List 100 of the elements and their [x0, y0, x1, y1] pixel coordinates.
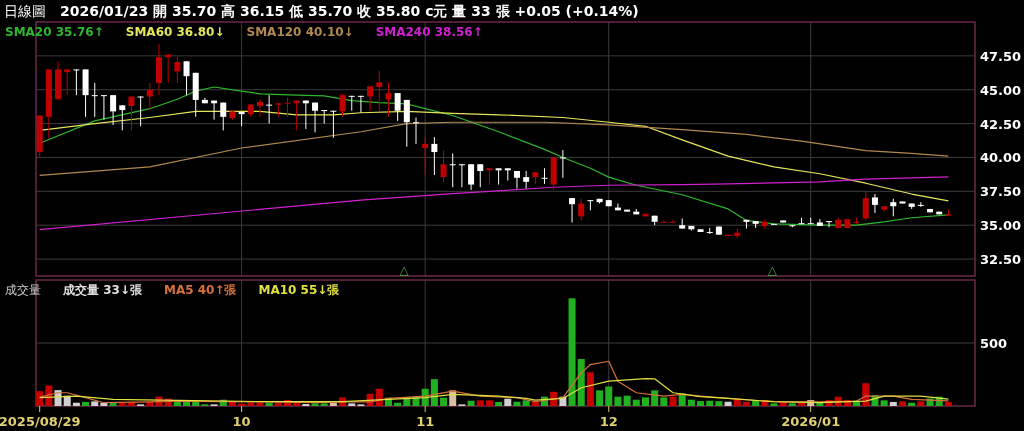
- y-tick-label: 47.50: [980, 48, 1022, 64]
- bar: [944, 401, 952, 406]
- bar: [742, 401, 750, 406]
- candlestick: [422, 136, 429, 176]
- candlestick: [174, 56, 181, 84]
- candlestick: [385, 81, 392, 118]
- text: SMA120 40.10↓: [246, 25, 354, 39]
- candlestick: [91, 82, 98, 118]
- text: SMA60 36.80↓: [125, 25, 225, 39]
- bar: [697, 401, 705, 406]
- candlestick: [128, 96, 135, 131]
- candlestick: [357, 95, 364, 114]
- chart-subtitle: 2026/01/23 開 35.70 高 36.15 低 35.70 收 35.80 c元 量 33 張 +0.05 (+0.14%): [60, 3, 639, 19]
- x-tick-label: 10: [232, 414, 251, 429]
- candlestick: [312, 102, 319, 133]
- bar: [82, 401, 90, 406]
- bar: [917, 401, 925, 406]
- candlestick: [330, 110, 337, 139]
- bar: [586, 372, 594, 406]
- bar: [91, 401, 99, 406]
- bar: [605, 386, 613, 406]
- bar: [476, 400, 484, 406]
- y-tick-label: 32.50: [980, 252, 1022, 268]
- x-tick-label: 11: [416, 414, 435, 429]
- bar: [72, 402, 80, 406]
- y-tick-label: 42.50: [980, 116, 1022, 132]
- bar: [430, 379, 438, 406]
- candlestick: [486, 167, 493, 186]
- bar: [302, 403, 310, 406]
- bar: [641, 397, 649, 406]
- bar: [898, 401, 906, 406]
- bar: [109, 402, 117, 406]
- bar: [485, 400, 493, 406]
- bar: [623, 395, 631, 406]
- bar: [531, 401, 539, 406]
- y-tick-label: 40.00: [980, 150, 1022, 166]
- candlestick: [431, 136, 438, 176]
- annotation: △: [399, 263, 410, 277]
- candlestick: [449, 152, 456, 188]
- bar: [889, 401, 897, 406]
- candlestick: [64, 68, 71, 96]
- candlestick: [403, 99, 410, 148]
- bar: [329, 402, 337, 406]
- bar: [504, 398, 512, 406]
- y-tick-label: 35.00: [980, 218, 1022, 234]
- candlestick: [513, 170, 520, 190]
- bar: [293, 402, 301, 406]
- bar: [908, 402, 916, 406]
- bar: [265, 402, 273, 406]
- bar: [798, 402, 806, 406]
- candlestick: [321, 109, 328, 125]
- candlestick: [73, 68, 80, 96]
- candlestick: [110, 94, 117, 126]
- candlestick: [348, 95, 355, 112]
- candlestick: [871, 193, 878, 214]
- candlestick: [468, 163, 475, 191]
- bar: [228, 401, 236, 406]
- bar: [348, 403, 356, 406]
- candlestick: [477, 163, 484, 188]
- annotation: △: [767, 263, 778, 277]
- chart-title: 日線圖: [4, 3, 46, 19]
- bar: [522, 400, 530, 406]
- candlestick: [559, 149, 566, 179]
- bar: [687, 399, 695, 406]
- text: SMA240 38.56↑: [375, 25, 483, 39]
- candlestick: [119, 104, 126, 131]
- candlestick: [862, 191, 869, 221]
- y-tick-label: 500: [980, 336, 1008, 351]
- bar: [880, 400, 888, 406]
- y-tick-label: 37.50: [980, 184, 1022, 200]
- bar: [568, 298, 576, 406]
- bar: [100, 402, 108, 406]
- x-tick-label: 2026/01: [781, 414, 841, 429]
- candlestick: [413, 117, 420, 145]
- candlestick: [137, 96, 144, 127]
- candlestick: [146, 82, 153, 111]
- candlestick: [394, 92, 401, 122]
- bar: [467, 400, 475, 406]
- candlestick: [376, 70, 383, 112]
- candlestick: [578, 198, 585, 221]
- bar: [724, 401, 732, 406]
- candlestick: [670, 219, 677, 223]
- y-tick-label: 45.00: [980, 82, 1022, 98]
- candlestick: [495, 167, 502, 186]
- candlestick: [100, 94, 107, 121]
- text: MA5 40↑張: [163, 283, 238, 297]
- candlestick: [220, 102, 227, 131]
- candlestick: [266, 94, 273, 125]
- bar: [632, 399, 640, 406]
- bar: [394, 402, 402, 406]
- bar: [660, 397, 668, 406]
- bar: [173, 401, 181, 406]
- bar: [706, 400, 714, 406]
- candlestick: [587, 199, 594, 211]
- candlestick: [339, 93, 346, 118]
- bar: [770, 403, 778, 406]
- candlestick: [569, 197, 576, 223]
- x-tick-label: 12: [599, 414, 618, 429]
- candlestick: [458, 163, 465, 188]
- line-series: [39, 176, 949, 231]
